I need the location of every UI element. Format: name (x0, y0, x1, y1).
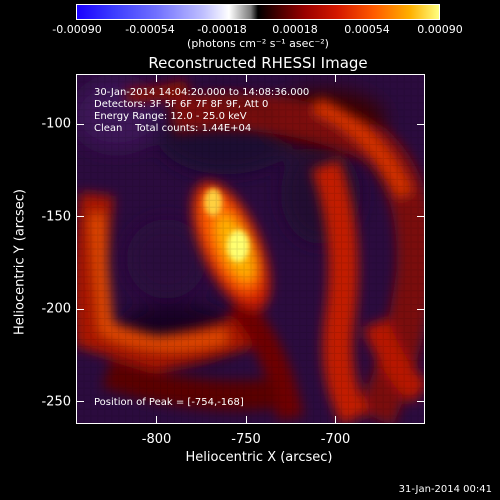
colorbar (76, 4, 440, 20)
y-tick-mark (76, 401, 84, 403)
x-tick-mark (335, 74, 336, 82)
image-plot: 30-Jan-2014 14:04:20.000 to 14:08:36.000… (76, 74, 425, 424)
colorbar-tick: -0.00054 (125, 23, 175, 36)
colorbar-tick: 0.00054 (344, 23, 390, 36)
colorbar-units: (photons cm⁻² s⁻¹ asec⁻²) (187, 37, 329, 50)
annotation-peak: Position of Peak = [-754,-168] (94, 397, 244, 408)
x-tick-label: -700 (320, 432, 351, 447)
y-tick-mark (417, 308, 425, 310)
colorbar-tick: -0.00090 (52, 23, 102, 36)
annotation-time-range: 30-Jan-2014 14:04:20.000 to 14:08:36.000 (94, 87, 310, 98)
x-tick-mark (335, 416, 336, 424)
annotation-clean: Clean Total counts: 1.44E+04 (94, 123, 252, 134)
x-tick-mark (156, 74, 158, 82)
x-tick-label: -750 (231, 432, 261, 447)
y-tick-mark (417, 401, 425, 403)
y-tick-mark (417, 216, 425, 218)
y-tick-mark (417, 123, 425, 125)
colorbar-tick: 0.00090 (417, 23, 463, 36)
colorbar-tick: 0.00018 (272, 23, 318, 36)
x-tick-mark (245, 74, 247, 82)
x-tick-label: -800 (141, 432, 172, 447)
timestamp: 31-Jan-2014 00:41 (398, 484, 492, 495)
y-tick-label: -100 (41, 116, 71, 132)
plot-title: Reconstructed RHESSI Image (148, 54, 368, 72)
annotation-detectors: Detectors: 3F 5F 6F 7F 8F 9F, Att 0 (94, 99, 269, 110)
y-axis-label: Heliocentric Y (arcsec) (12, 189, 28, 335)
y-tick-mark (76, 123, 84, 125)
y-tick-label: -200 (41, 301, 71, 317)
x-tick-mark (245, 416, 247, 424)
y-tick-mark (76, 308, 84, 310)
annotation-energy-range: Energy Range: 12.0 - 25.0 keV (94, 111, 247, 122)
colorbar-tick: -0.00018 (197, 23, 247, 36)
y-tick-mark (76, 216, 84, 218)
y-tick-label: -150 (41, 209, 71, 225)
rhessi-image (77, 75, 424, 423)
x-tick-mark (156, 416, 158, 424)
x-axis-label: Heliocentric X (arcsec) (185, 450, 333, 465)
y-tick-label: -250 (41, 394, 71, 410)
